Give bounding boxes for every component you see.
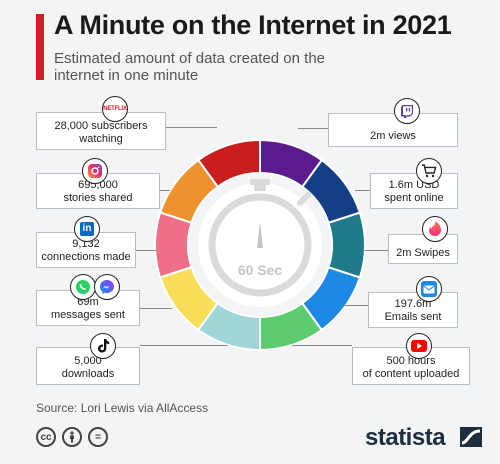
statista-logo-mark xyxy=(460,427,482,447)
email-icon xyxy=(416,276,442,302)
donut-segment-tinder xyxy=(327,211,366,279)
stat-box-ecommerce: 1.6m USD spent online xyxy=(370,173,458,209)
whatsapp-icon xyxy=(70,274,96,300)
stat-label: spent online xyxy=(384,192,444,204)
stat-label: of content uploaded xyxy=(362,368,460,380)
connector-line xyxy=(345,305,368,306)
messenger-icon xyxy=(94,274,120,300)
page-subtitle: Estimated amount of data created on the … xyxy=(54,50,326,84)
stat-value: 9,132 xyxy=(72,238,100,250)
tiktok-icon xyxy=(90,333,116,359)
attribution-icon xyxy=(62,427,82,447)
stat-value: 197.6m xyxy=(394,298,432,310)
shopping-cart-icon xyxy=(416,158,442,184)
linkedin-icon: in xyxy=(74,216,100,242)
title-accent-bar xyxy=(36,14,44,80)
statista-logo: statista xyxy=(365,424,446,451)
tinder-icon xyxy=(422,216,448,242)
netflix-icon: NETFLIX xyxy=(102,96,128,122)
stat-label: messages sent xyxy=(51,309,125,321)
connector-line xyxy=(140,308,172,309)
stat-box-tiktok: 5,000 downloads xyxy=(36,347,140,385)
stat-box-netflix: 28,000 subscribers watching xyxy=(36,112,166,150)
instagram-icon xyxy=(82,158,108,184)
donut-ring xyxy=(154,138,366,352)
stat-box-twitch: 2m views xyxy=(328,113,458,147)
donut-segment-linkedin xyxy=(154,211,193,279)
twitch-icon xyxy=(394,98,420,124)
stat-label: connections made xyxy=(41,251,131,263)
connector-line xyxy=(140,345,228,346)
no-derivatives-icon: = xyxy=(88,427,108,447)
stat-label: watching xyxy=(79,133,123,145)
youtube-icon xyxy=(406,333,432,359)
stat-box-tinder: 2m Swipes xyxy=(388,234,458,264)
source-note: Source: Lori Lewis via AllAccess xyxy=(36,401,209,415)
stat-label: downloads xyxy=(61,368,115,380)
stat-value: 5,000 xyxy=(74,355,102,367)
stat-label: Emails sent xyxy=(384,311,442,323)
connector-line xyxy=(298,128,328,129)
stat-box-email: 197.6m Emails sent xyxy=(368,292,458,328)
connector-line xyxy=(160,190,170,191)
connector-line xyxy=(165,127,217,128)
stat-value: 28,000 subscribers xyxy=(54,120,148,132)
cc-license-icon: cc xyxy=(36,427,56,447)
stat-label: stories shared xyxy=(63,192,133,204)
stopwatch-icon xyxy=(208,179,312,297)
donut-segment-twitch xyxy=(259,138,324,189)
connector-line xyxy=(292,345,352,346)
page-title: A Minute on the Internet in 2021 xyxy=(54,10,452,40)
center-label: 60 Sec xyxy=(238,262,283,278)
stat-value: 2m views xyxy=(370,130,416,142)
connector-line xyxy=(355,190,370,191)
stat-box-messaging: 69m messages sent xyxy=(36,290,140,326)
connector-line xyxy=(363,250,388,251)
stat-box-instagram: 695,000 stories shared xyxy=(36,173,160,209)
stat-value: 2m Swipes xyxy=(396,247,450,259)
connector-line xyxy=(135,250,157,251)
